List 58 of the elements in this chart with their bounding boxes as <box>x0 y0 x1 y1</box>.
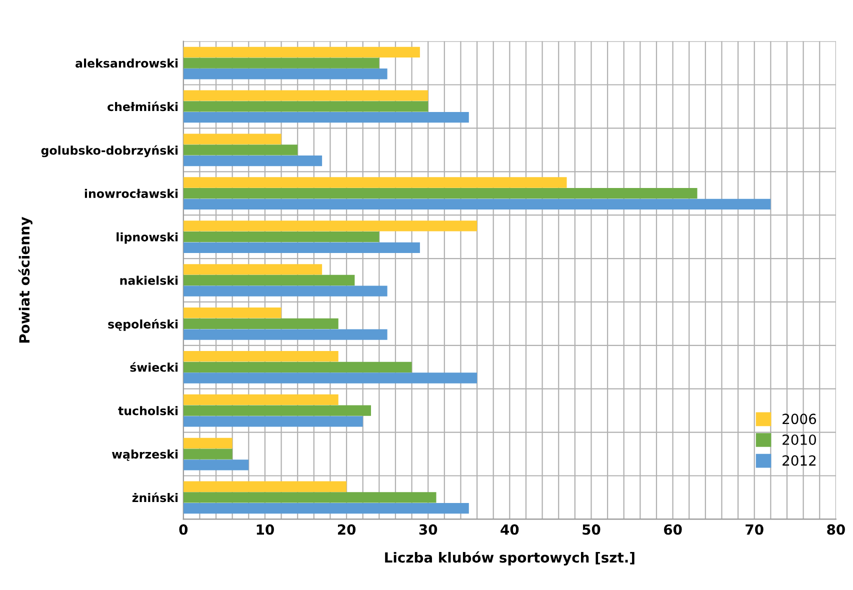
y-tick-label: golubsko-dobrzyński <box>41 145 178 158</box>
bar <box>183 144 298 156</box>
x-tick-label: 20 <box>338 524 356 535</box>
bar <box>183 308 282 318</box>
bar <box>183 112 469 123</box>
x-tick-label: 80 <box>827 524 845 535</box>
bar <box>183 318 338 330</box>
y-tick-label: wąbrzeski <box>112 450 178 461</box>
y-tick-label: żniński <box>132 492 178 502</box>
bar <box>183 438 232 448</box>
y-tick-label: inowrocławski <box>84 188 178 198</box>
x-tick-label: 10 <box>256 524 274 535</box>
bar <box>183 68 388 80</box>
x-tick-label: 70 <box>746 524 764 535</box>
x-tick-label: 30 <box>419 524 438 535</box>
bar <box>183 134 282 144</box>
bar <box>183 177 567 188</box>
bar <box>183 329 388 340</box>
bar <box>183 264 322 275</box>
legend-label: 2006 <box>782 414 816 424</box>
bar <box>183 274 355 286</box>
bar <box>183 58 380 68</box>
y-tick-label: chełmiński <box>108 102 178 112</box>
x-tick-label: 50 <box>582 524 600 535</box>
bar <box>183 90 428 101</box>
y-tick-label: tucholski <box>118 406 178 416</box>
y-tick-label: nakielski <box>120 276 178 285</box>
bar <box>183 481 347 492</box>
y-axis-title: Powiat ościenny <box>18 216 32 343</box>
bar <box>183 188 698 199</box>
y-tick-label: sępoleński <box>108 318 178 331</box>
bar <box>183 46 420 58</box>
bar <box>183 362 412 372</box>
y-tick-label: lipnowski <box>116 232 178 244</box>
bar <box>183 242 420 253</box>
bar <box>183 394 338 406</box>
x-tick-label: 60 <box>664 524 682 535</box>
legend-label: 2012 <box>782 455 816 466</box>
bar <box>183 448 232 460</box>
bar <box>183 405 371 416</box>
bar <box>183 198 771 210</box>
bar <box>183 231 380 242</box>
bar <box>183 492 436 503</box>
bar <box>183 416 363 427</box>
bar <box>183 350 338 362</box>
x-tick-label: 0 <box>179 524 188 535</box>
x-axis-title: Liczba klubów sportowych [szt.] <box>385 551 634 566</box>
bar <box>183 155 322 166</box>
x-tick-label: 40 <box>500 524 519 535</box>
bar <box>183 503 469 514</box>
y-tick-label: aleksandrowski <box>76 58 178 68</box>
bar <box>183 220 478 232</box>
bar <box>183 372 478 384</box>
legend-label: 2010 <box>782 434 816 445</box>
bar <box>183 286 388 296</box>
bar <box>183 101 428 112</box>
bar <box>183 460 249 470</box>
y-tick-label: świecki <box>130 362 178 372</box>
